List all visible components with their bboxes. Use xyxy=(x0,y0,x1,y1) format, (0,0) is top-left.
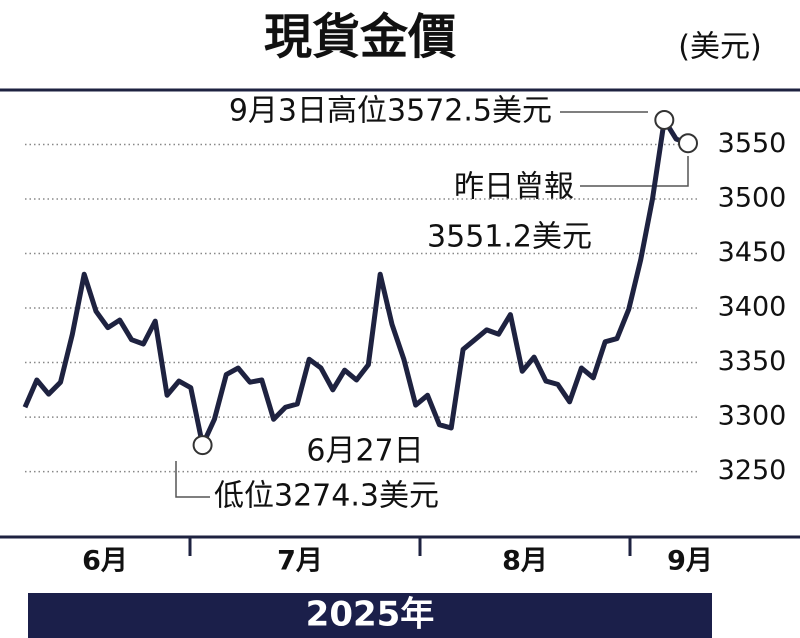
y-tick-label: 3350 xyxy=(718,346,787,377)
y-tick-label: 3450 xyxy=(718,237,787,268)
leader-line xyxy=(175,461,210,498)
annotation: 6月27日 xyxy=(306,434,423,469)
x-tick-label: 9月 xyxy=(667,546,713,577)
annotation: 9月3日高位3572.5美元 xyxy=(229,94,552,129)
x-tick-label: 8月 xyxy=(502,546,548,577)
annotation: 低位3274.3美元 xyxy=(214,479,439,514)
leader-line xyxy=(580,156,689,187)
unit-label: (美元) xyxy=(678,30,761,65)
y-tick-label: 3550 xyxy=(718,128,787,159)
x-axis-title: 2025年 xyxy=(306,595,435,635)
annotation: 3551.2美元 xyxy=(427,220,592,255)
x-tick-label: 6月 xyxy=(82,546,128,577)
highlight-point xyxy=(678,133,698,154)
chart-title: 現貨金價 xyxy=(264,9,456,65)
y-tick-label: 3400 xyxy=(718,292,787,323)
y-tick-label: 3500 xyxy=(718,183,787,214)
year-bar xyxy=(28,593,712,638)
highlight-point xyxy=(192,435,213,456)
x-tick-label: 7月 xyxy=(277,546,323,577)
price-line xyxy=(22,117,689,448)
y-tick-label: 3250 xyxy=(718,455,787,486)
highlight-point xyxy=(654,109,675,130)
annotation: 昨日曾報 xyxy=(454,170,574,205)
y-tick-label: 3300 xyxy=(718,401,787,432)
